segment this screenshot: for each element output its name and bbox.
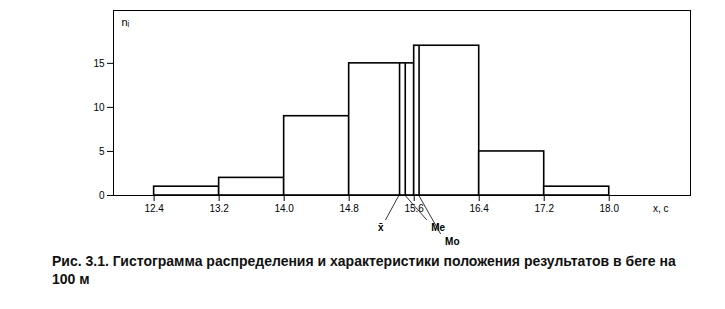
svg-text:14.0: 14.0	[274, 203, 294, 214]
svg-text:0: 0	[99, 190, 105, 201]
svg-text:15: 15	[93, 58, 105, 69]
svg-text:nᵢ: nᵢ	[122, 16, 130, 28]
svg-text:14.8: 14.8	[339, 203, 359, 214]
svg-text:x̄: x̄	[378, 222, 384, 233]
svg-text:18.0: 18.0	[599, 203, 619, 214]
svg-text:Mo: Mo	[445, 236, 459, 247]
svg-text:12.4: 12.4	[144, 203, 164, 214]
svg-text:x, с: x, с	[653, 203, 669, 214]
svg-text:15.6: 15.6	[404, 203, 424, 214]
svg-text:16.4: 16.4	[469, 203, 489, 214]
svg-text:17.2: 17.2	[534, 203, 554, 214]
html-text:Рис. 3.1. Гистограмма распреде: Рис. 3.1. Гистограмма распределения и ха…	[52, 253, 676, 287]
svg-text:5: 5	[99, 146, 105, 157]
svg-text:10: 10	[93, 102, 105, 113]
svg-text:Me: Me	[431, 222, 445, 233]
svg-text:13.2: 13.2	[209, 203, 229, 214]
